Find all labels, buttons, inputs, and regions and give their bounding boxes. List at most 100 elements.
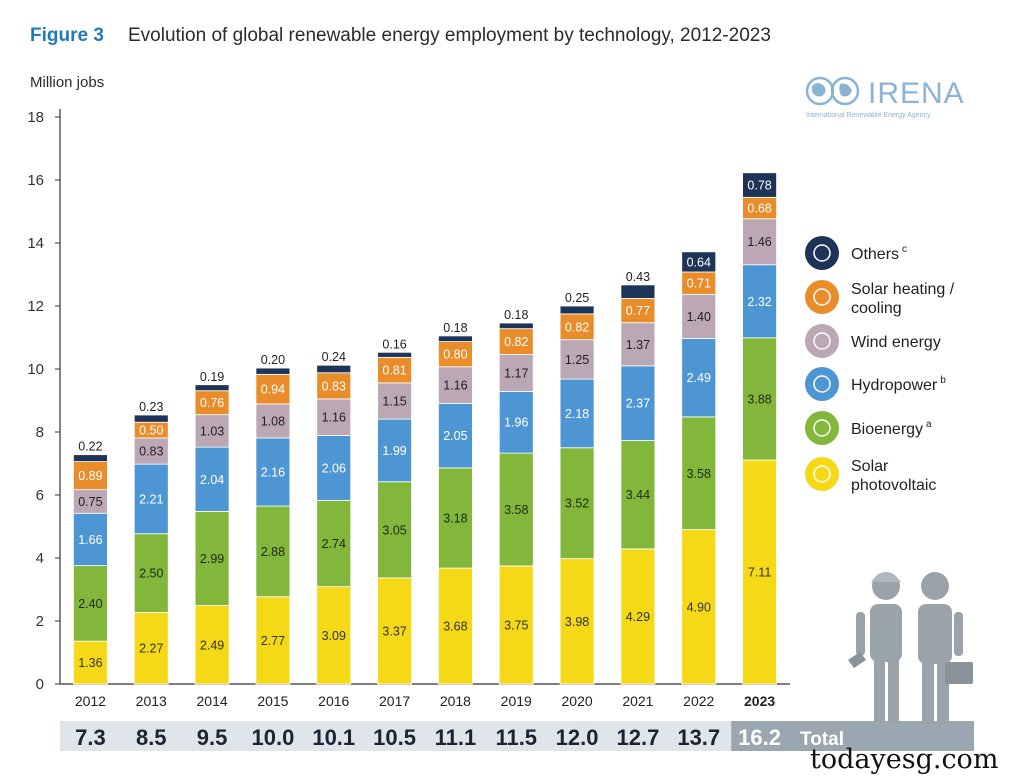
data-label: 0.18 xyxy=(504,308,528,322)
bar-stack-2015: 2.77 2.88 2.16 1.08 0.94 0.20 xyxy=(255,353,291,685)
total-value: 10.1 xyxy=(312,725,355,750)
data-label: 2.06 xyxy=(322,461,346,475)
x-tick-label: 2015 xyxy=(257,693,288,709)
data-label: 2.40 xyxy=(78,597,102,611)
data-label: 0.83 xyxy=(322,379,346,393)
total-value: 12.7 xyxy=(617,725,660,750)
data-label: 3.58 xyxy=(687,467,711,481)
bar-segment xyxy=(316,372,352,400)
data-label: 2.49 xyxy=(687,371,711,385)
totals-band xyxy=(60,721,732,751)
legend-swatch xyxy=(805,280,839,314)
x-tick-label: 2014 xyxy=(197,693,228,709)
bar-segment xyxy=(438,341,473,368)
bar-segment xyxy=(73,565,108,642)
data-label: 2.32 xyxy=(747,295,771,309)
y-axis: 0 2 4 6 8 10 12 14 16 18 xyxy=(27,109,790,693)
totals-band-highlight xyxy=(731,721,974,751)
legend-label: photovoltaic xyxy=(851,477,936,494)
bar-segment xyxy=(73,512,108,566)
data-label: 3.75 xyxy=(504,618,528,632)
x-tick-label: 2016 xyxy=(318,693,349,709)
total-value: 11.5 xyxy=(495,725,537,750)
data-label: 2.05 xyxy=(443,429,467,443)
bar-segment xyxy=(438,467,473,569)
data-label: 1.46 xyxy=(747,235,771,249)
data-label: 3.52 xyxy=(565,497,589,511)
bar-segment xyxy=(498,328,534,355)
bar-segment xyxy=(133,437,169,465)
data-label: 0.68 xyxy=(747,202,771,216)
bar-segment xyxy=(498,354,534,392)
data-label: 0.80 xyxy=(443,348,467,362)
total-value: 16.2 xyxy=(738,725,781,750)
data-label: 0.81 xyxy=(382,364,406,378)
bar-segment xyxy=(559,305,595,315)
data-label: 1.16 xyxy=(443,379,467,393)
bar-segment xyxy=(316,398,352,436)
data-label: 0.25 xyxy=(565,291,589,305)
data-label: 3.44 xyxy=(626,488,650,502)
data-label: 0.20 xyxy=(261,353,285,367)
legend-label: Solar xyxy=(851,458,889,475)
data-label: 0.24 xyxy=(322,350,346,364)
x-tick-label: 2018 xyxy=(440,693,471,709)
bar-segment xyxy=(73,454,108,463)
data-label: 0.16 xyxy=(382,337,406,351)
bar-segment xyxy=(742,337,777,461)
bar-segment xyxy=(438,366,473,404)
data-label: 3.37 xyxy=(382,624,406,638)
x-tick-label: 2020 xyxy=(562,693,593,709)
bar-segment xyxy=(316,499,352,588)
bar-segment xyxy=(681,416,717,531)
data-label: 2.37 xyxy=(626,397,650,411)
bar-stack-2012: 1.36 2.40 1.66 0.75 0.89 0.22 xyxy=(73,440,108,685)
data-label: 3.68 xyxy=(443,620,467,634)
data-label: 1.17 xyxy=(504,366,528,380)
data-label: 2.18 xyxy=(565,407,589,421)
data-label: 0.64 xyxy=(687,255,711,269)
data-label: 7.11 xyxy=(748,566,771,580)
data-label: 2.77 xyxy=(261,634,285,648)
data-label: 1.03 xyxy=(200,424,224,438)
y-tick-label: 10 xyxy=(27,361,44,378)
bar-segment xyxy=(316,586,352,685)
legend-label: Bioenergy a xyxy=(851,419,932,438)
legend-swatch xyxy=(805,367,839,401)
bar-segment xyxy=(194,510,230,606)
legend-icon xyxy=(813,332,831,350)
bar-segment xyxy=(255,367,291,375)
total-value: 8.5 xyxy=(136,725,167,750)
legend-swatch xyxy=(805,236,839,270)
bar-stack-2019: 3.75 3.58 1.96 1.17 0.82 0.18 xyxy=(498,308,534,685)
data-label: 2.21 xyxy=(139,492,163,506)
bar-stack-2014: 2.49 2.99 2.04 1.03 0.76 0.19 xyxy=(194,370,230,685)
bar-stack-2020: 3.98 3.52 2.18 1.25 0.82 0.25 xyxy=(559,291,595,685)
legend-icon xyxy=(813,375,831,393)
data-label: 1.36 xyxy=(78,656,102,670)
data-label: 1.37 xyxy=(626,338,650,352)
data-label: 1.16 xyxy=(322,411,346,425)
total-value: 12.0 xyxy=(556,725,599,750)
bar-segment xyxy=(133,612,169,685)
bar-stack-2022: 4.90 3.58 2.49 1.40 0.71 0.64 xyxy=(681,251,717,685)
bar-segment xyxy=(681,529,717,685)
data-label: 3.88 xyxy=(747,392,771,406)
bar-segment xyxy=(255,596,291,685)
y-tick-label: 4 xyxy=(36,550,44,567)
legend-icon xyxy=(813,465,831,483)
data-label: 3.58 xyxy=(504,503,528,517)
data-label: 2.50 xyxy=(139,567,163,581)
bar-segment xyxy=(255,403,291,439)
y-tick-label: 8 xyxy=(36,424,44,441)
legend-item: Solar photovoltaic xyxy=(805,457,936,494)
x-tick-label: 2017 xyxy=(379,693,410,709)
total-value: 10.0 xyxy=(252,725,295,750)
data-label: 0.43 xyxy=(626,270,650,284)
legend-swatch xyxy=(805,411,839,445)
x-tick-label: 2021 xyxy=(622,693,653,709)
bar-segment xyxy=(194,446,230,512)
data-label: 2.74 xyxy=(322,537,346,551)
bar-segment xyxy=(438,567,473,685)
